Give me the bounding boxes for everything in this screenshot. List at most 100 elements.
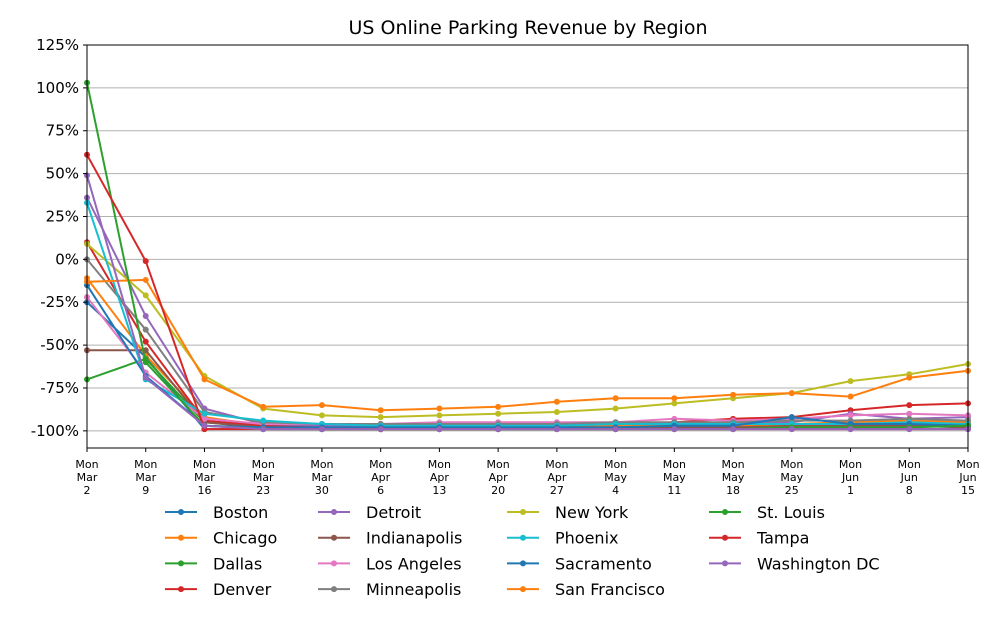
legend-label: Los Angeles [366,554,462,573]
x-tick-label: May [663,471,686,484]
series-line [87,349,969,431]
legend-label: Washington DC [757,554,880,573]
y-tick-label: 125% [36,36,79,54]
x-tick-label: Mar [253,471,274,484]
data-point [142,359,149,366]
data-point [142,374,149,381]
x-tick-label: 4 [612,484,619,497]
data-point [318,412,325,419]
data-point [495,403,502,410]
series-los-angeles [84,294,971,427]
data-point [436,405,443,412]
data-point [671,426,678,433]
series-tampa [84,151,971,433]
legend-item: Indianapolis [318,529,462,548]
x-tick-label: Mon [604,458,627,471]
x-tick-label: Mon [193,458,216,471]
x-tick-label: 23 [256,484,270,497]
x-tick-label: Mon [721,458,744,471]
data-point [201,376,208,383]
x-tick-label: May [722,471,745,484]
series-line [86,82,969,431]
legend-item: Los Angeles [318,554,462,573]
series-line [86,296,969,425]
data-point [906,402,913,409]
x-tick-label: 8 [906,484,913,497]
y-tick-label: 0% [55,250,79,268]
data-point [847,412,854,419]
x-tick-label: 11 [667,484,681,497]
legend-item: Denver [165,580,272,599]
series-line [86,258,969,425]
series-chicago [84,275,971,431]
x-tick-label: 2 [84,484,91,497]
series-denver [84,239,971,433]
legend-item: Sacramento [507,554,652,573]
legend-item: Boston [165,503,268,522]
series-lines [84,79,971,433]
x-tick-label: Mon [487,458,510,471]
legend-label: New York [555,503,629,522]
x-tick-label: Mon [369,458,392,471]
data-point [377,426,384,433]
data-point [906,410,913,417]
legend-swatch-marker [331,586,337,593]
x-tick-label: Mon [898,458,921,471]
data-point [436,426,443,433]
series-phoenix [84,199,971,429]
legend-item: Detroit [318,503,421,522]
data-point [847,378,854,385]
legend-item: San Francisco [507,580,665,599]
data-point [495,410,502,417]
x-tick-label: Mon [252,458,275,471]
data-point [201,410,208,417]
data-point [553,426,560,433]
legend-label: Minneapolis [366,580,461,599]
series-new-york [84,240,971,421]
legend-swatch-marker [722,560,728,567]
series-st-louis [84,79,971,433]
legend-swatch-marker [722,509,728,515]
legend-item: St. Louis [709,503,825,522]
x-tick-label: Mar [312,471,333,484]
x-tick-label: 20 [491,484,505,497]
data-point [201,415,208,422]
x-tick-label: Jun [958,471,976,484]
legend-item: Dallas [165,554,262,573]
legend-item: Tampa [709,529,809,548]
x-tick-label: Mon [780,458,803,471]
x-tick-label: Jun [841,471,859,484]
x-tick-label: 27 [550,484,564,497]
x-tick-label: Mon [663,458,686,471]
plot-frame [86,44,969,449]
data-point [612,405,619,412]
grid-lines [87,44,968,432]
data-point [671,395,678,402]
data-point [730,426,737,433]
data-point [847,426,854,433]
legend: Boston Chicago Dallas Denver Detroit Indianap… [165,503,880,599]
x-tick-label: 18 [726,484,740,497]
legend-item: Washington DC [709,554,880,573]
x-tick-label: 1 [847,484,854,497]
data-point [612,426,619,433]
data-point [377,407,384,414]
series-washington-dc [84,172,971,433]
series-minneapolis [84,256,971,427]
legend-swatch-marker [331,560,337,567]
data-point [260,426,267,433]
data-point [142,312,149,319]
data-point [906,374,913,381]
legend-item: Phoenix [507,529,618,548]
series-sacramento [84,282,971,431]
legend-item: New York [507,503,629,522]
x-tick-label: 15 [961,484,975,497]
series-line [86,278,969,412]
chart-title: US Online Parking Revenue by Region [349,17,708,39]
x-tick-label: Mon [75,458,98,471]
x-tick-label: Mar [77,471,98,484]
data-point [201,422,208,429]
x-tick-label: May [780,471,803,484]
data-point [788,426,795,433]
